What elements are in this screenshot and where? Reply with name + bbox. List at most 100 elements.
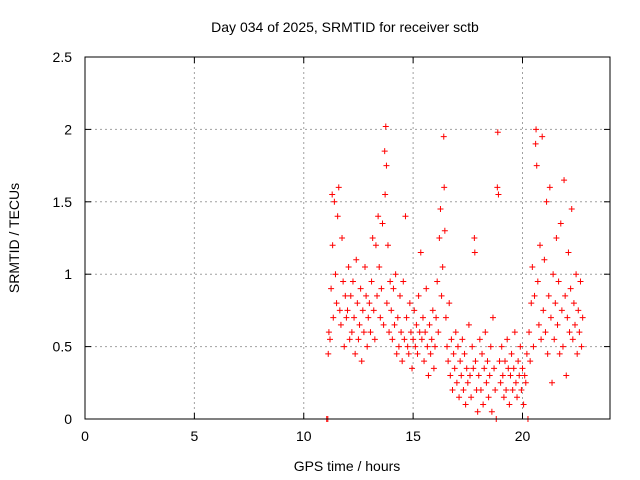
data-point	[467, 372, 473, 379]
data-point	[347, 292, 354, 299]
data-point	[510, 365, 517, 372]
data-point	[557, 220, 564, 227]
data-point	[566, 329, 573, 336]
y-tick-label: 0	[64, 411, 72, 427]
data-point	[533, 126, 540, 133]
data-point	[381, 148, 388, 155]
data-point	[416, 329, 423, 336]
chart-title: Day 034 of 2025, SRMTID for receiver sct…	[211, 19, 479, 35]
data-point	[470, 365, 477, 372]
data-point	[349, 278, 356, 285]
data-point	[389, 336, 396, 343]
data-point	[472, 358, 479, 365]
data-point	[539, 133, 546, 140]
data-point	[388, 307, 395, 314]
data-point	[499, 372, 506, 379]
data-point	[427, 350, 434, 357]
data-point	[433, 314, 440, 321]
data-point	[395, 343, 402, 350]
data-point	[355, 336, 362, 343]
y-tick-label: 2	[64, 121, 72, 137]
data-point	[532, 140, 539, 147]
data-point	[377, 314, 384, 321]
data-point	[486, 372, 493, 379]
data-point	[386, 329, 393, 336]
data-point	[406, 300, 413, 307]
data-point	[444, 343, 451, 350]
data-point	[370, 307, 377, 314]
data-point	[527, 358, 534, 365]
data-point	[325, 350, 332, 357]
data-point	[409, 365, 416, 372]
data-point	[495, 191, 502, 198]
data-point	[325, 329, 332, 336]
data-point	[387, 278, 394, 285]
x-axis-label: GPS time / hours	[294, 458, 401, 474]
axis-ticks: 0 5 10 15 20 0 0.5 1 1.5 2 2.5	[53, 49, 610, 444]
x-tick-label: 15	[405, 428, 421, 444]
data-point	[414, 350, 421, 357]
data-point	[562, 292, 569, 299]
data-point	[390, 285, 397, 292]
data-point	[461, 350, 468, 357]
x-tick-label: 5	[190, 428, 198, 444]
data-point	[521, 372, 528, 379]
data-point	[401, 336, 408, 343]
data-point	[500, 394, 507, 401]
data-point	[382, 191, 389, 198]
data-point	[569, 336, 576, 343]
data-point	[378, 285, 385, 292]
data-point	[561, 177, 568, 184]
data-point	[329, 242, 336, 249]
data-point	[535, 321, 542, 328]
data-point	[331, 198, 338, 205]
data-point	[407, 329, 414, 336]
data-point	[412, 343, 419, 350]
data-point	[411, 307, 418, 314]
data-point	[554, 321, 561, 328]
data-point	[354, 300, 361, 307]
y-axis-label: SRMTID / TECUs	[6, 183, 22, 293]
y-tick-label: 0.5	[53, 339, 73, 355]
data-point	[458, 372, 465, 379]
data-point	[351, 314, 358, 321]
gridlines	[85, 57, 610, 419]
data-point	[553, 235, 560, 241]
data-point	[333, 300, 340, 307]
data-point	[572, 321, 578, 328]
data-point	[552, 300, 559, 307]
data-point	[346, 336, 353, 343]
data-point	[446, 300, 453, 307]
data-point	[481, 365, 488, 372]
data-point	[394, 314, 401, 321]
data-point	[451, 365, 458, 372]
data-point	[509, 387, 516, 394]
y-tick-label: 2.5	[53, 49, 73, 65]
data-point	[497, 379, 504, 386]
data-point	[441, 184, 448, 191]
data-point	[340, 278, 347, 285]
data-point	[468, 394, 475, 401]
data-point	[528, 300, 535, 307]
data-point	[430, 365, 437, 372]
data-point	[398, 329, 405, 336]
data-point	[505, 365, 512, 372]
data-point	[439, 263, 446, 270]
data-point	[352, 350, 359, 357]
data-point	[402, 213, 409, 220]
data-point	[329, 191, 336, 198]
data-point	[504, 336, 511, 343]
data-point	[429, 307, 436, 314]
data-point	[450, 350, 457, 357]
data-point	[544, 350, 551, 357]
data-point	[570, 300, 577, 307]
data-point	[573, 271, 580, 278]
data-point	[425, 372, 432, 379]
data-points	[323, 123, 586, 422]
data-point	[547, 314, 554, 321]
data-point	[383, 300, 390, 307]
data-point	[565, 249, 572, 256]
data-point	[462, 401, 469, 408]
data-point	[426, 321, 433, 328]
data-point	[464, 379, 471, 386]
